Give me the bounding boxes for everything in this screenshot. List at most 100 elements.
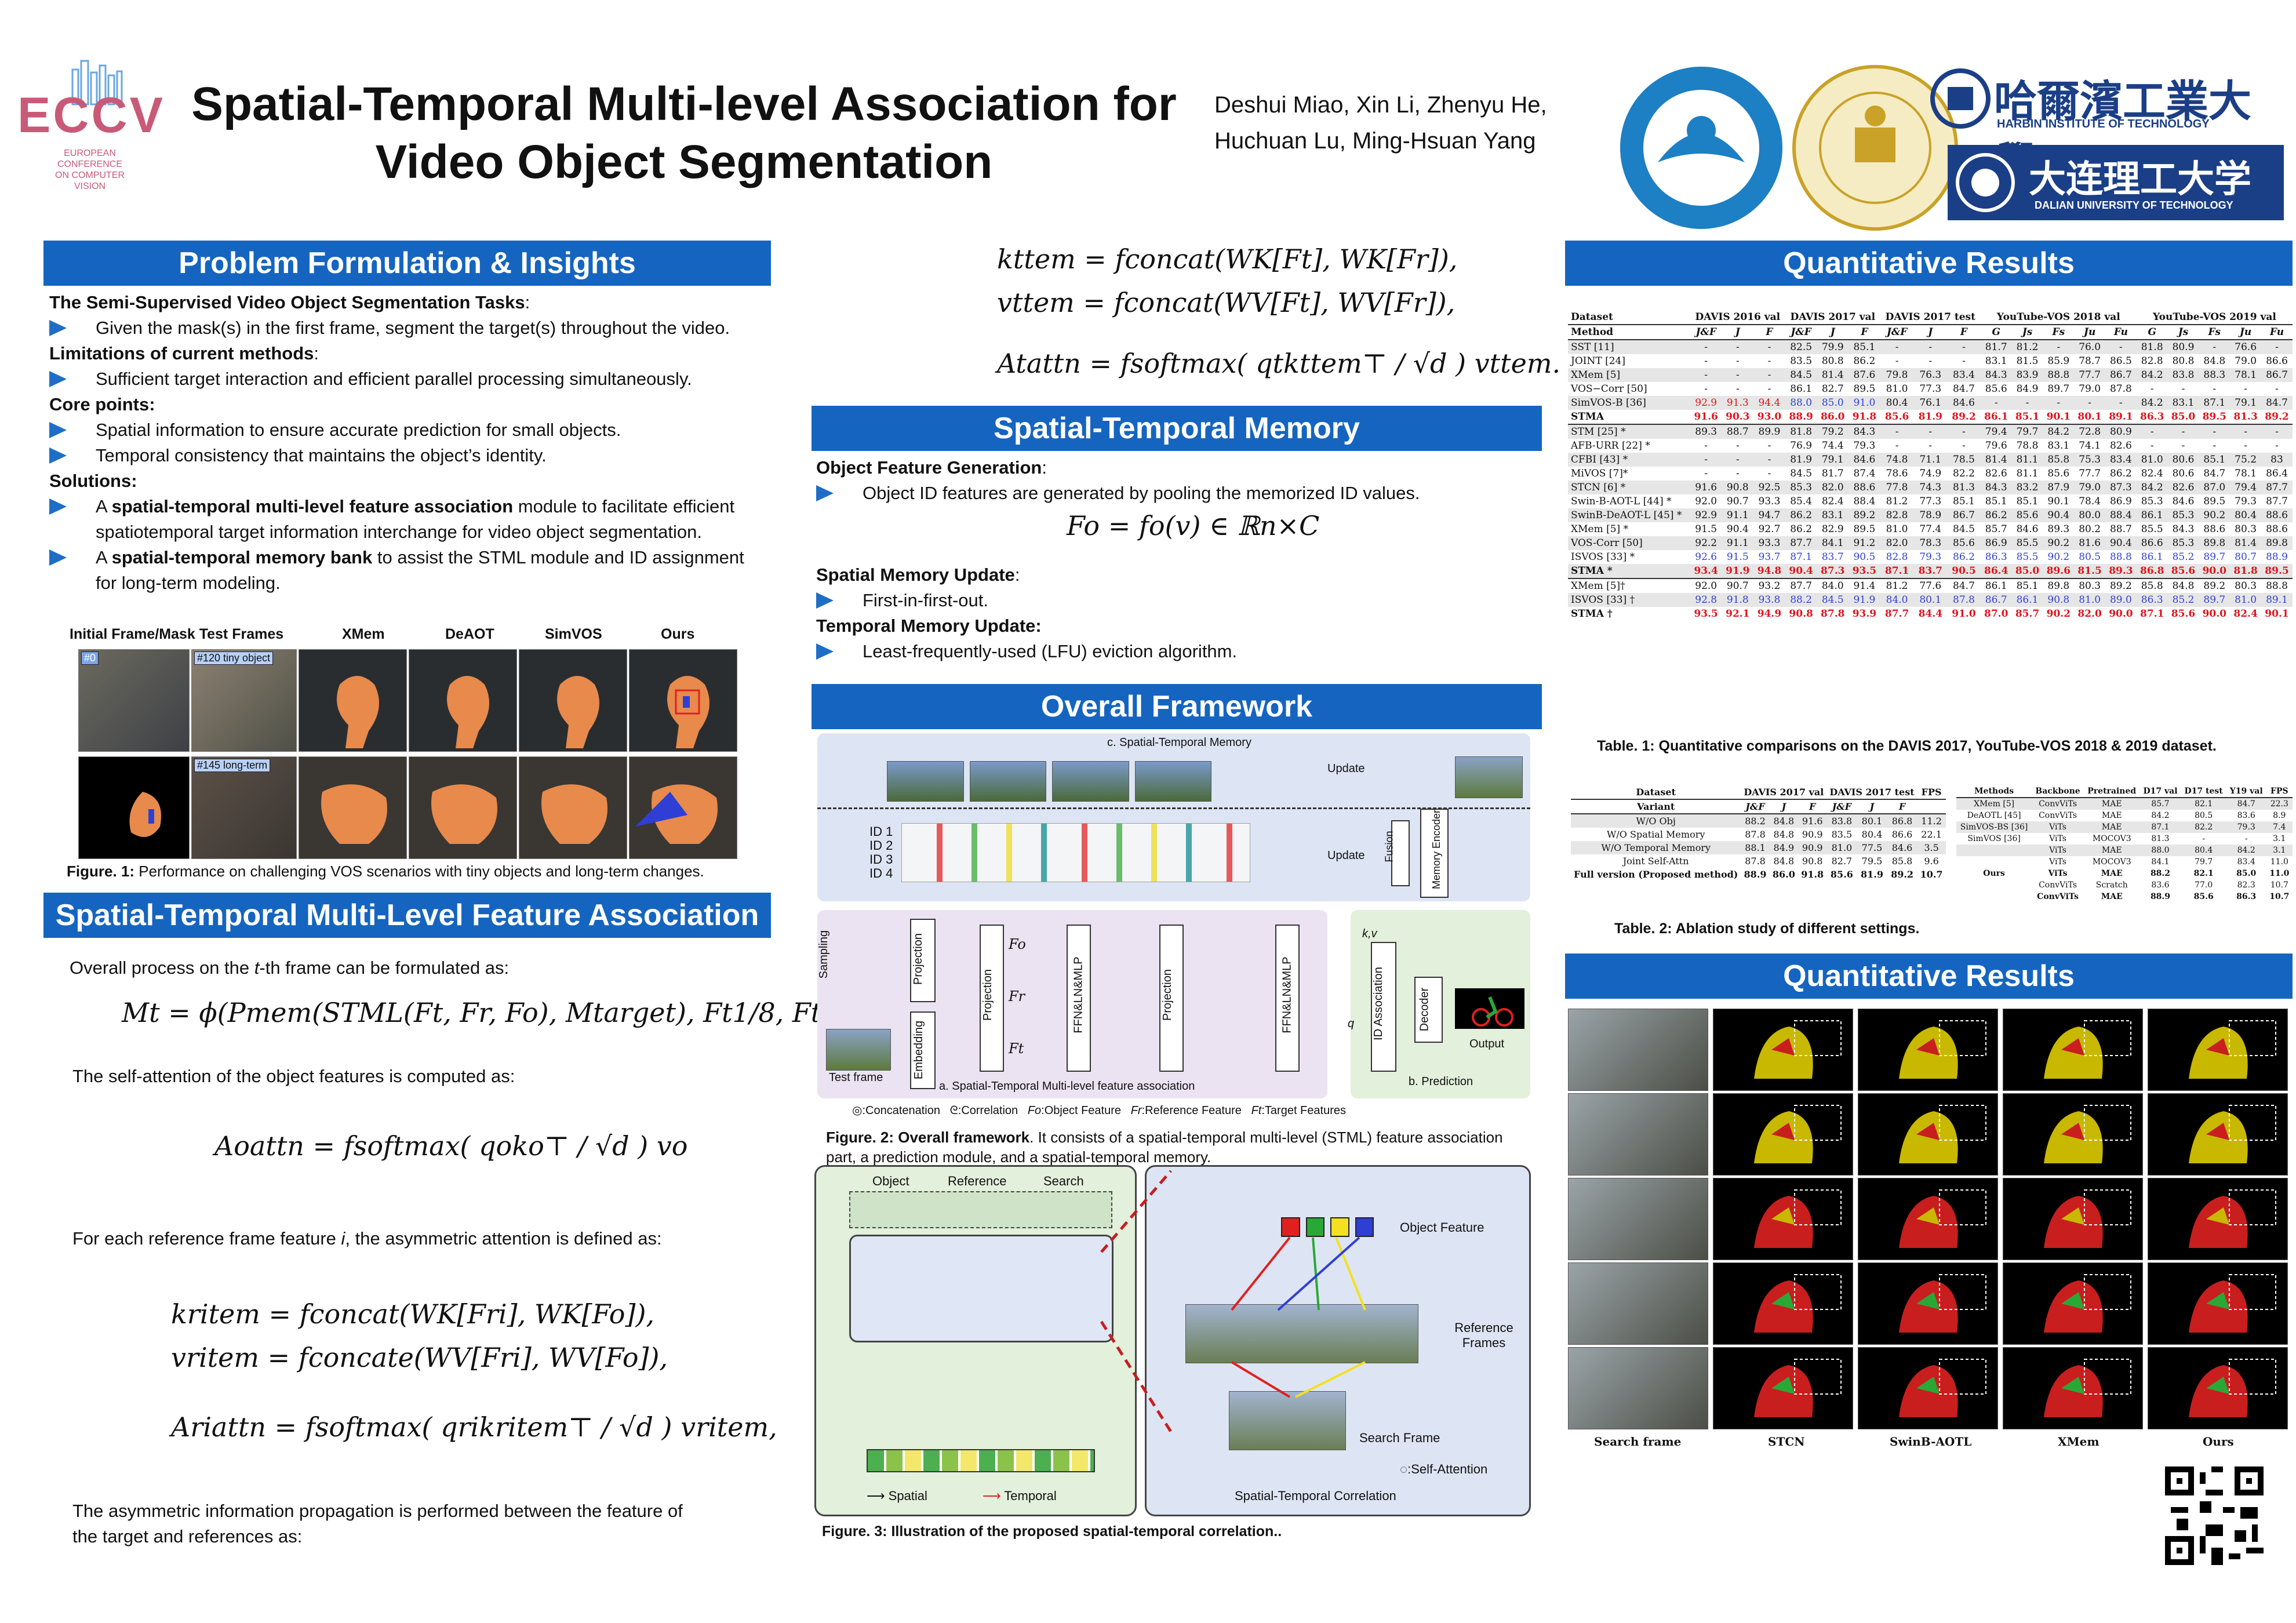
- table3-cell: ViTs: [2049, 857, 2066, 867]
- table1-cell: 90.5: [1853, 551, 1876, 563]
- table1-cell: 86.4: [1980, 564, 2012, 578]
- table1-cell: -: [1690, 453, 1722, 467]
- ffn-block-1: [1067, 925, 1091, 1072]
- table1-cell: 84.8: [2203, 355, 2226, 367]
- table1-cell: 90.7: [1726, 496, 1749, 507]
- qual-result: [1713, 1178, 1853, 1260]
- table1-cell: 90.7: [1726, 580, 1749, 592]
- reference-frames-image: [1185, 1304, 1418, 1363]
- table1-cell: 88.8: [2266, 580, 2288, 592]
- table1-cell: 82.7: [1821, 383, 1844, 395]
- table1-cell: 77.7: [2079, 468, 2101, 479]
- stm-divider: [817, 807, 1530, 809]
- table1-cell: 89.5: [2203, 496, 2226, 507]
- table1-cell: -: [1753, 340, 1785, 354]
- table2-head-cell: FPS: [1917, 785, 1946, 800]
- table1-cell: 93.7: [1758, 551, 1781, 563]
- table3-cell: ConvViTs: [2039, 880, 2077, 890]
- id-feature-bars: [901, 823, 1250, 882]
- fig1-result: [519, 756, 627, 859]
- table3-row: SimVOS [36] ViTs MOCOV3 81.3 - - 3.1: [1956, 833, 2293, 845]
- bullet-icon: [816, 485, 834, 501]
- table1-cell: -: [1767, 383, 1771, 395]
- table1-cell: 86.3: [2136, 593, 2168, 607]
- table1-cell: 89.2: [1952, 411, 1976, 423]
- part-a-label: a. Spatial-Temporal Multi-level feature …: [939, 1080, 1195, 1093]
- table1-cell: 84.3: [2172, 523, 2195, 535]
- table1-row: JOINT [24] - - - 83.5 80.8 86.2 - - - 83.1 81.5 85.9…: [1568, 354, 2293, 368]
- table1-cell: -: [2043, 396, 2075, 410]
- table1-cell: 90.4: [1726, 523, 1749, 535]
- fig1-col-xmem: XMem: [342, 626, 385, 642]
- fig1-col-initial: Initial Frame/Mask Test Frames: [70, 626, 284, 642]
- table1-cell: -: [1722, 368, 1754, 382]
- table1-cell: 79.7: [2011, 424, 2043, 439]
- fig1-col-deaot: DeAOT: [445, 626, 494, 642]
- table1-cell: 86.2: [1790, 523, 1813, 535]
- table2-cell: 90.9: [1802, 829, 1823, 840]
- table1-cell: 89.6: [2043, 564, 2075, 578]
- table1-cell: 81.3: [2233, 411, 2258, 423]
- table1-cell: 85.2: [2167, 593, 2199, 607]
- table1-cell: 91.0: [1849, 396, 1880, 410]
- table1-cell: 87.0: [2199, 481, 2230, 494]
- table1-cell: 87.3: [2105, 481, 2137, 494]
- table1-group-cell: DAVIS 2017 val: [1785, 310, 1880, 325]
- table2-cell: W/O Spatial Memory: [1606, 829, 1705, 840]
- table1-cell: 90.4: [2043, 508, 2075, 522]
- table1-cell: 79.0: [2074, 481, 2106, 494]
- correlation-icon: ᘓ: [949, 1104, 958, 1117]
- table1-cell: 91.4: [1853, 580, 1876, 592]
- table1-cell: 83.4: [1947, 368, 1981, 382]
- table1-cell: 86.4: [2266, 468, 2288, 479]
- table1-cell: 88.7: [2109, 523, 2132, 535]
- fig3-output-bar: [867, 1449, 1095, 1472]
- limit-title: Limitations of current methods: [49, 343, 314, 363]
- table3-row: Ours ViTs MAE 88.2 82.1 85.0 11.0: [1956, 868, 2293, 879]
- table1-cell: 79.1: [1817, 453, 1849, 467]
- solution-1-highlight: spatial-temporal multi-level feature ass…: [111, 496, 514, 516]
- bullet-icon: [49, 371, 67, 387]
- table1-cell: 91.2: [1849, 536, 1880, 550]
- solutions-title: Solutions:: [49, 471, 137, 491]
- framework-diagram: c. Spatial-Temporal Memory Update ID 1 I…: [817, 733, 1536, 1098]
- fig1-result: [629, 756, 737, 859]
- table1-cell: 85.3: [2167, 536, 2199, 550]
- table1-cell: 90.0: [2202, 608, 2226, 620]
- table1-cell: 84.6: [2016, 523, 2039, 535]
- table1-cell: 81.2: [1886, 496, 1908, 507]
- table1-cell: 91.0: [1952, 608, 1976, 620]
- table3-cell: 88.0: [2139, 845, 2181, 856]
- projection-label-2: Projection: [981, 969, 994, 1021]
- qual-result: [1713, 1009, 1853, 1091]
- table1-cell: 81.4: [2230, 536, 2261, 550]
- fig1-result: [629, 649, 737, 752]
- ffn-label-1: FFN&LN&MLP: [1072, 956, 1085, 1034]
- fig1-frame: [78, 649, 190, 752]
- table1-cell: 77.3: [1919, 383, 1942, 395]
- fig1-tag-2: #145 long-term: [194, 759, 271, 772]
- table3-row: ConvViTs MAE 88.9 85.6 86.3 10.7: [1956, 891, 2293, 903]
- table3-cell: DeAOTL [45]: [1967, 811, 2021, 820]
- stml-p3: For each reference frame feature i, the …: [72, 1228, 662, 1249]
- table2-cell: 81.0: [1826, 841, 1857, 854]
- table3-cell: 81.3: [2151, 834, 2170, 843]
- table2-cell: 80.1: [1857, 814, 1887, 828]
- table1-cell: 94.7: [1753, 508, 1785, 522]
- table1-cell: 84.7: [1953, 580, 1975, 592]
- table1-cell: 86.1: [2011, 593, 2043, 607]
- table1-row: AFB-URR [22] * - - - 76.9 74.4 79.3 - - - 79.6 78.8…: [1568, 439, 2293, 453]
- table3-cell: MAE: [2083, 798, 2140, 810]
- table3-cell: 82.1: [2181, 798, 2226, 810]
- table1-sub-cell: Fu: [2261, 325, 2293, 340]
- table2-cell: 86.6: [1891, 829, 1913, 840]
- table1-cell: -: [1913, 340, 1948, 354]
- table1-cell: 85.9: [2047, 355, 2070, 367]
- table1-cell: 83.7: [1913, 564, 1948, 578]
- table1-cell: STMA †: [1571, 608, 1613, 620]
- framework-heading: Overall Framework: [812, 684, 1542, 729]
- kv-label: k,v: [1362, 927, 1377, 940]
- table3-cell: 79.3: [2226, 821, 2266, 833]
- table1-cell: -: [2181, 383, 2185, 395]
- table1-cell: 79.2: [1817, 424, 1849, 439]
